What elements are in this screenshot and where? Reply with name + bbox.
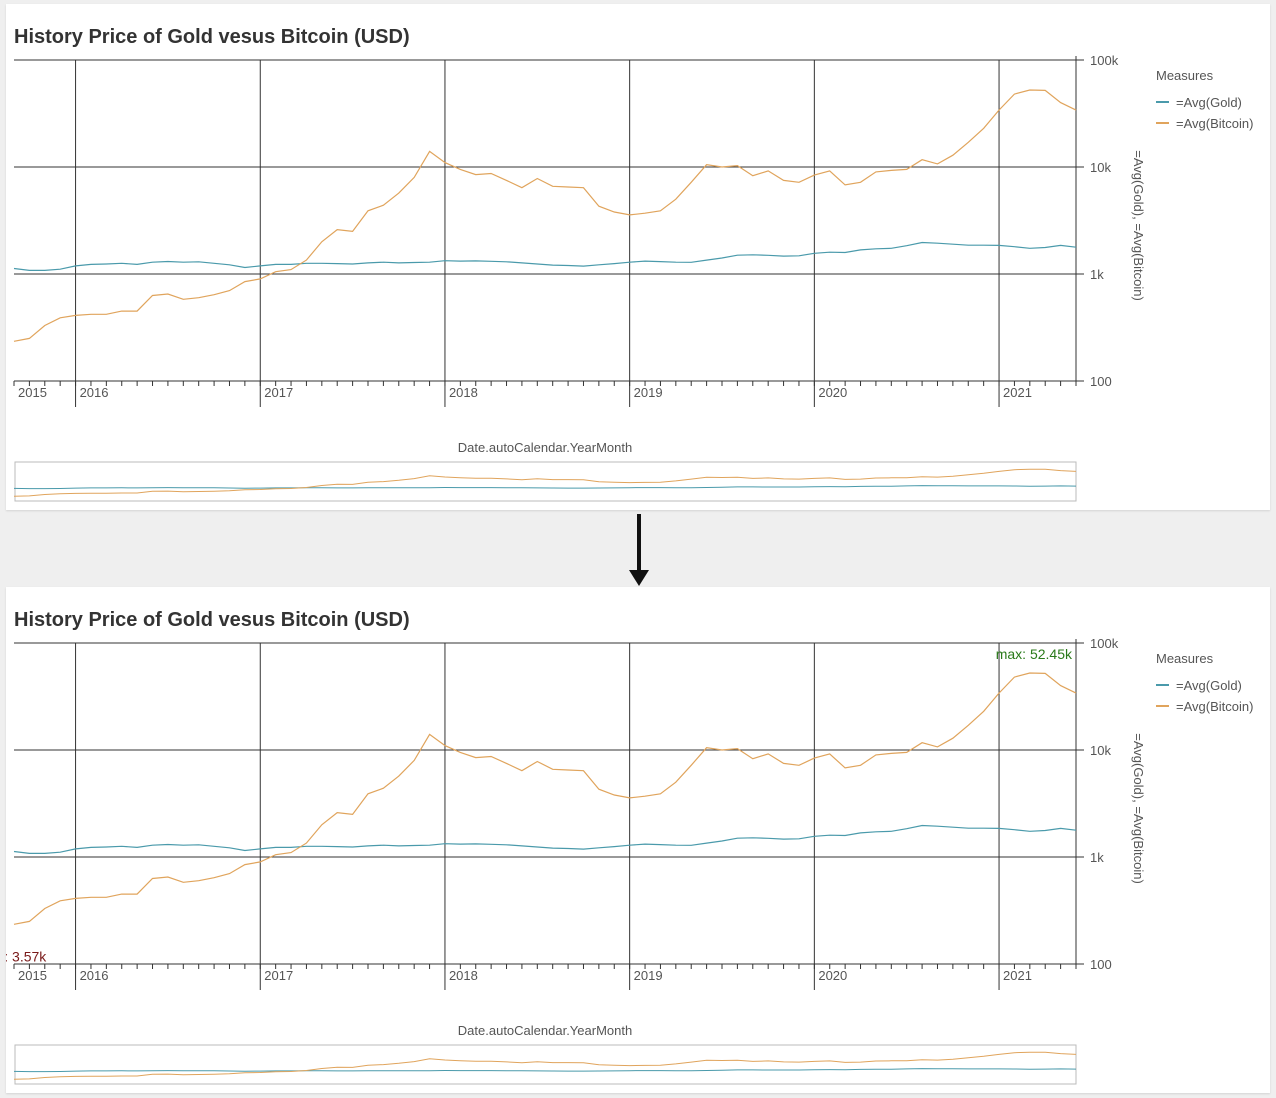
- line-chart-svg[interactable]: 100 1k 10k 100k 2015 2016 2017 2018 2019 2020 2021…: [6, 587, 1270, 1093]
- y-tick-label: 1k: [1090, 850, 1104, 865]
- series-line-bitcoin[interactable]: [13, 89, 1077, 342]
- y-tick-label: 100: [1090, 374, 1112, 389]
- navigator-series-line: [13, 468, 1077, 497]
- x-tick-label: 2017: [264, 968, 293, 983]
- x-tick-label: 2018: [449, 968, 478, 983]
- legend-item[interactable]: =Avg(Bitcoin): [1176, 699, 1253, 714]
- legend-title: Measures: [1156, 651, 1214, 666]
- range-navigator[interactable]: [14, 1044, 1077, 1085]
- x-tick-label: 2018: [449, 385, 478, 400]
- series-line-gold[interactable]: [13, 241, 1077, 271]
- series-line-bitcoin[interactable]: [13, 672, 1077, 925]
- series-line-gold[interactable]: [13, 824, 1077, 854]
- chart-panel-before: History Price of Gold vesus Bitcoin (USD…: [6, 4, 1270, 510]
- x-tick-label: 2016: [80, 968, 109, 983]
- y-tick-label: 100k: [1090, 636, 1119, 651]
- navigator-series-line: [13, 1051, 1077, 1080]
- down-arrow-icon: [629, 514, 649, 586]
- x-tick-label: 2020: [818, 385, 847, 400]
- x-axis-title: Date.autoCalendar.YearMonth: [458, 1023, 632, 1038]
- y-tick-label: 10k: [1090, 743, 1111, 758]
- chart-title: History Price of Gold vesus Bitcoin (USD…: [14, 609, 410, 631]
- legend-item[interactable]: =Avg(Gold): [1176, 95, 1242, 110]
- chart-panel-after: History Price of Gold vesus Bitcoin (USD…: [6, 587, 1270, 1093]
- x-tick-label: 2020: [818, 968, 847, 983]
- y-tick-label: 10k: [1090, 160, 1111, 175]
- y-axis-title: =Avg(Gold), =Avg(Bitcoin): [1131, 733, 1146, 884]
- legend-item[interactable]: =Avg(Gold): [1176, 678, 1242, 693]
- x-tick-label: 2021: [1003, 968, 1032, 983]
- min-annotation: min: 3.57k: [6, 948, 47, 964]
- navigator-series-line: [13, 1068, 1077, 1073]
- x-axis-title: Date.autoCalendar.YearMonth: [458, 440, 632, 455]
- x-tick-label: 2017: [264, 385, 293, 400]
- x-tick-label: 2021: [1003, 385, 1032, 400]
- range-navigator[interactable]: [14, 461, 1077, 502]
- x-tick-label: 2015: [18, 385, 47, 400]
- line-chart-svg[interactable]: 100 1k 10k 100k 2015 2016 2017 2018 2019 2020 2021…: [6, 4, 1270, 510]
- y-axis-title: =Avg(Gold), =Avg(Bitcoin): [1131, 150, 1146, 301]
- x-tick-label: 2015: [18, 968, 47, 983]
- legend-item[interactable]: =Avg(Bitcoin): [1176, 116, 1253, 131]
- navigator-series-line: [13, 485, 1077, 490]
- legend-title: Measures: [1156, 68, 1214, 83]
- x-tick-label: 2019: [634, 385, 663, 400]
- x-tick-label: 2019: [634, 968, 663, 983]
- y-tick-label: 1k: [1090, 267, 1104, 282]
- x-tick-label: 2016: [80, 385, 109, 400]
- max-annotation: max: 52.45k: [996, 646, 1073, 662]
- chart-title: History Price of Gold vesus Bitcoin (USD…: [14, 26, 410, 48]
- y-tick-label: 100k: [1090, 53, 1119, 68]
- y-tick-label: 100: [1090, 957, 1112, 972]
